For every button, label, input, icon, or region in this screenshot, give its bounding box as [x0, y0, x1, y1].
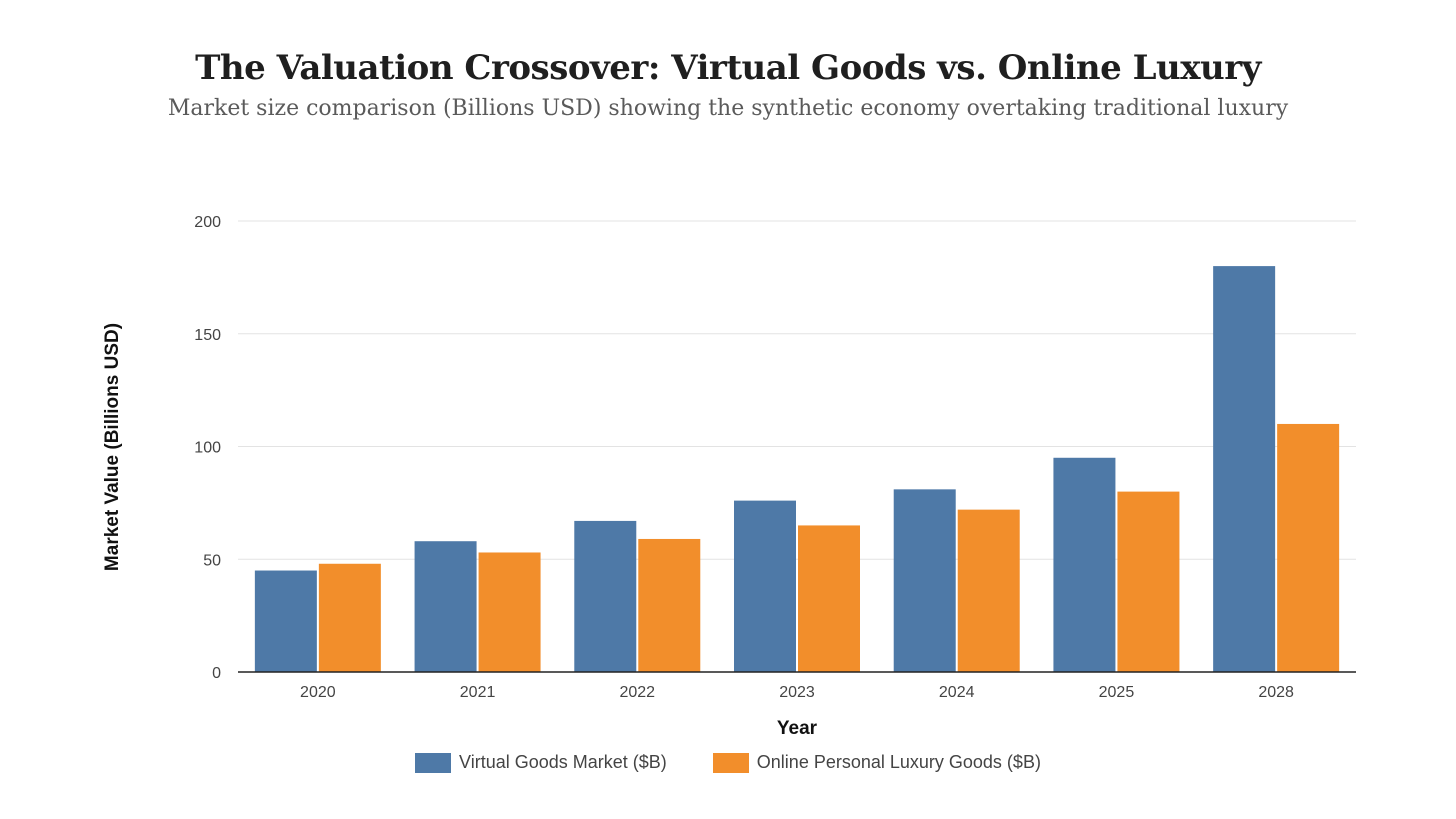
bar-online-luxury-2024: [957, 509, 1020, 672]
bar-online-luxury-2023: [798, 525, 860, 672]
x-tick-label: 2022: [619, 684, 655, 701]
legend-label-online-luxury: Online Personal Luxury Goods ($B): [756, 752, 1041, 772]
x-tick-label: 2021: [460, 684, 496, 701]
y-tick-label: 150: [194, 327, 221, 344]
y-tick-label: 200: [194, 214, 221, 231]
bar-online-luxury-2028: [1277, 423, 1340, 672]
legend-item-online-luxury[interactable]: Online Personal Luxury Goods ($B): [712, 752, 1041, 773]
legend-swatch-virtual-goods: [415, 752, 452, 773]
x-tick-label: 2025: [1099, 684, 1135, 701]
x-tick-label: 2023: [779, 684, 815, 701]
bar-online-luxury-2022: [638, 538, 701, 672]
legend-item-virtual-goods[interactable]: Virtual Goods Market ($B): [415, 752, 667, 773]
bar-virtual-goods-2020: [254, 570, 317, 672]
legend: Virtual Goods Market ($B) Online Persona…: [0, 752, 1456, 773]
chart-title: The Valuation Crossover: Virtual Goods v…: [195, 48, 1261, 88]
bar-online-luxury-2020: [318, 563, 381, 672]
x-tick-label: 2020: [300, 684, 336, 701]
legend-label-virtual-goods: Virtual Goods Market ($B): [459, 752, 667, 772]
chart-subtitle: Market size comparison (Billions USD) sh…: [167, 96, 1289, 121]
bar-virtual-goods-2025: [1053, 457, 1116, 672]
y-axis-ticks: 0 50 100 150 200: [194, 214, 221, 682]
gridlines: [238, 220, 1356, 560]
x-tick-label: 2028: [1258, 684, 1294, 701]
y-tick-label: 0: [212, 665, 221, 682]
y-axis-title: Market Value (Billions USD): [102, 323, 123, 571]
bars: [254, 266, 1340, 672]
bar-online-luxury-2025: [1117, 491, 1180, 672]
bar-virtual-goods-2028: [1213, 266, 1276, 672]
x-axis-ticks: 2020 2021 2022 2023 2024 2025 2028: [300, 684, 1294, 701]
bar-virtual-goods-2024: [893, 489, 956, 672]
y-tick-label: 50: [203, 552, 221, 569]
legend-swatch-online-luxury: [712, 752, 749, 773]
bar-virtual-goods-2022: [574, 520, 637, 672]
bar-virtual-goods-2023: [734, 500, 796, 672]
x-axis-title: Year: [777, 718, 818, 739]
x-tick-label: 2024: [939, 684, 975, 701]
bar-online-luxury-2021: [478, 552, 541, 672]
y-tick-label: 100: [194, 440, 221, 457]
bar-virtual-goods-2021: [414, 541, 477, 672]
